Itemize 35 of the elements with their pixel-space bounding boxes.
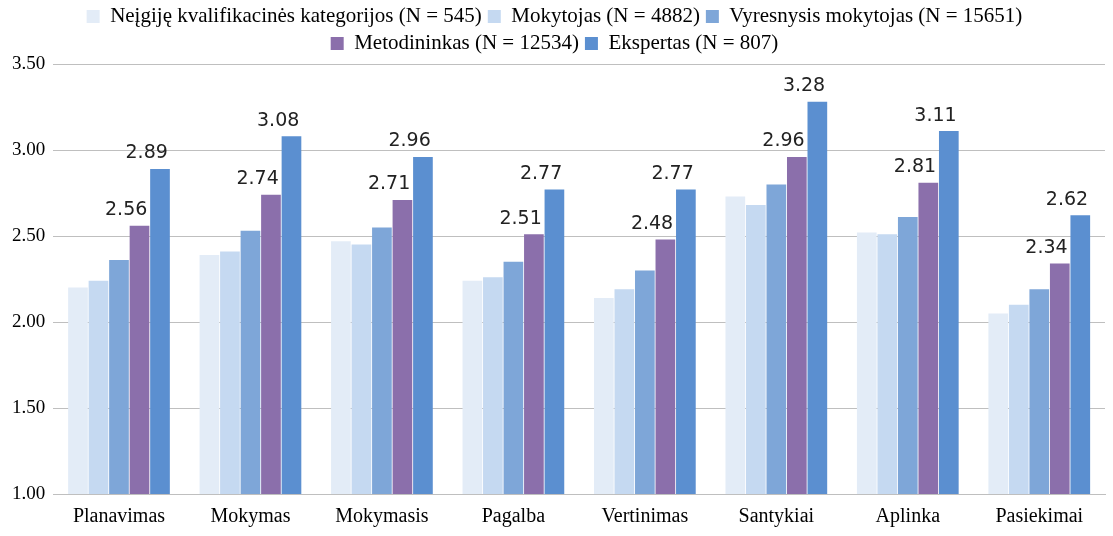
- data-label: 2.96: [762, 128, 805, 151]
- y-tick-label: 2.00: [12, 309, 46, 331]
- legend-label: Metodininkas (N = 12534): [354, 30, 579, 55]
- y-tick-label: 3.50: [12, 51, 46, 73]
- data-label: 2.71: [367, 171, 411, 194]
- legend-label: Vyresnysis mokytojas (N = 15651): [729, 3, 1023, 28]
- data-label: 2.77: [519, 161, 563, 183]
- data-label: 3.28: [782, 73, 826, 96]
- x-tick-label: Pasiekimai: [995, 504, 1084, 527]
- data-label: 2.34: [1025, 234, 1068, 257]
- y-tick-label: 1.00: [12, 481, 46, 503]
- legend-label: Ekspertas (N = 807): [608, 30, 779, 55]
- data-label: 2.56: [105, 197, 148, 220]
- data-label: 2.81: [893, 154, 937, 177]
- data-label: 2.74: [236, 166, 279, 189]
- data-label: 2.89: [125, 140, 168, 163]
- legend-label: Mokytojas (N = 4882): [511, 3, 700, 28]
- data-label: 2.96: [388, 128, 431, 151]
- legend-label: Neįgiję kvalifikacinės kategorijos (N = 545): [110, 3, 482, 28]
- data-label: 2.48: [630, 210, 674, 233]
- x-tick-label: Mokymasis: [335, 504, 429, 528]
- x-tick-label: Santykiai: [738, 504, 815, 528]
- data-label: 2.77: [651, 161, 694, 183]
- y-tick-label: 2.50: [12, 223, 46, 245]
- x-tick-label: Mokymas: [210, 504, 291, 528]
- x-tick-label: Pagalba: [481, 504, 546, 528]
- data-label: 2.51: [499, 205, 542, 228]
- x-tick-label: Aplinka: [875, 504, 941, 528]
- data-label: 2.62: [1045, 186, 1089, 209]
- y-tick-label: 1.50: [12, 395, 46, 417]
- data-label: 3.08: [257, 107, 300, 130]
- y-tick-label: 3.00: [12, 137, 46, 159]
- data-label: 3.11: [914, 102, 957, 125]
- x-tick-label: Vertinimas: [601, 504, 689, 527]
- x-tick-label: Planavimas: [72, 504, 166, 527]
